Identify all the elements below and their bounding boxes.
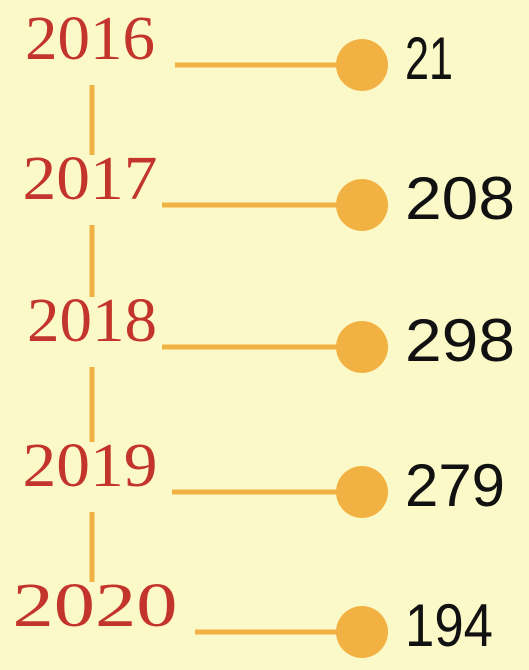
year: 2017 [23, 145, 158, 213]
dot [336, 321, 388, 373]
year: 2016 [25, 5, 155, 73]
dot [336, 39, 388, 91]
dot [336, 466, 388, 518]
year: 2020 [13, 572, 178, 640]
dot [336, 606, 388, 658]
value: 279 [405, 452, 505, 519]
value: 194 [405, 592, 493, 659]
value: 298 [405, 307, 515, 374]
year: 2019 [23, 432, 158, 500]
value: 208 [405, 165, 515, 232]
dot [336, 179, 388, 231]
value: 21 [405, 25, 453, 92]
year: 2018 [27, 287, 157, 355]
